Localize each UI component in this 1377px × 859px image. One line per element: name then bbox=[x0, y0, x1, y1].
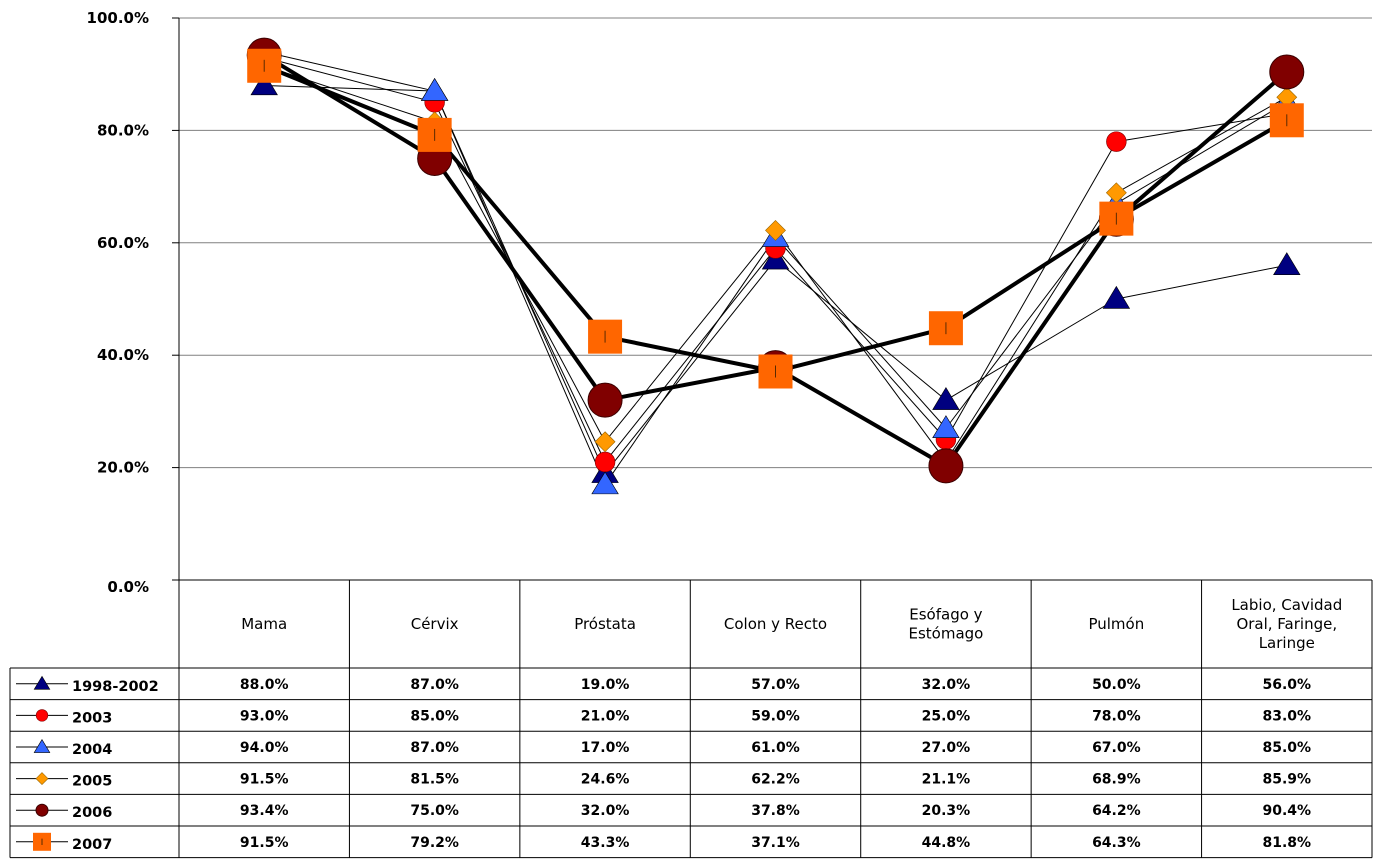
data-label: 25.0% bbox=[922, 708, 971, 724]
data-label: 85.9% bbox=[1262, 772, 1311, 788]
data-label: 85.0% bbox=[1262, 740, 1311, 756]
data-label: 17.0% bbox=[581, 740, 630, 756]
category-label: Laringe bbox=[1259, 634, 1315, 652]
data-point bbox=[765, 220, 786, 241]
data-point bbox=[594, 431, 616, 453]
data-label: 90.4% bbox=[1262, 803, 1311, 819]
series-line bbox=[264, 84, 1287, 474]
category-label: Esófago y bbox=[909, 606, 982, 624]
data-label: 94.0% bbox=[240, 740, 289, 756]
data-label: 27.0% bbox=[922, 740, 971, 756]
data-point bbox=[250, 72, 278, 96]
data-point bbox=[420, 77, 449, 101]
data-label: 50.0% bbox=[1092, 677, 1141, 693]
series-name: 1998-2002 bbox=[72, 679, 159, 695]
data-label: 61.0% bbox=[751, 740, 800, 756]
data-label: 68.9% bbox=[1092, 772, 1141, 788]
y-axis-ticks: 0.0% 20.0% 40.0% 60.0% 80.0% 100.0% bbox=[87, 9, 149, 596]
data-label: 93.4% bbox=[240, 803, 289, 819]
data-label: 64.2% bbox=[1092, 803, 1141, 819]
y-tick-label: 40.0% bbox=[97, 346, 149, 364]
series-name: 2006 bbox=[72, 805, 112, 821]
data-label: 85.0% bbox=[410, 708, 459, 724]
data-label: 20.3% bbox=[922, 803, 971, 819]
data-point bbox=[587, 382, 623, 418]
data-label: 62.2% bbox=[751, 772, 800, 788]
category-label: Cérvix bbox=[411, 615, 459, 633]
data-label: 37.1% bbox=[751, 835, 800, 851]
legend-key-marker bbox=[33, 675, 51, 690]
category-label: Mama bbox=[241, 615, 287, 633]
series-name: 2005 bbox=[72, 774, 112, 790]
legend-key-marker bbox=[35, 772, 49, 786]
data-label: 43.3% bbox=[581, 835, 630, 851]
data-label: 78.0% bbox=[1092, 708, 1141, 724]
data-label: 93.0% bbox=[240, 708, 289, 724]
data-label: 32.0% bbox=[922, 677, 971, 693]
legend-key-marker bbox=[35, 709, 49, 722]
data-label: 91.5% bbox=[240, 772, 289, 788]
y-tick-label: 60.0% bbox=[97, 234, 149, 252]
data-label: 79.2% bbox=[410, 835, 459, 851]
data-point bbox=[932, 415, 960, 438]
series-name: 2007 bbox=[72, 837, 112, 853]
data-point bbox=[591, 471, 619, 495]
data-label: 32.0% bbox=[581, 803, 630, 819]
series-markers bbox=[246, 37, 1305, 495]
data-label: 81.8% bbox=[1262, 835, 1311, 851]
data-label: 87.0% bbox=[410, 740, 459, 756]
data-label: 44.8% bbox=[922, 835, 971, 851]
data-label: 19.0% bbox=[581, 677, 630, 693]
y-tick-label: 100.0% bbox=[87, 9, 149, 27]
data-label: 59.0% bbox=[751, 708, 800, 724]
data-table: Mama Cérvix Próstata Colon y Recto Esófago y… bbox=[9, 579, 1373, 859]
data-label: 91.5% bbox=[240, 835, 289, 851]
data-label: 57.0% bbox=[751, 677, 800, 693]
data-point bbox=[932, 387, 960, 410]
category-label: Colon y Recto bbox=[724, 615, 827, 633]
data-label: 87.0% bbox=[410, 677, 459, 693]
data-label: 64.3% bbox=[1092, 835, 1141, 851]
data-point bbox=[928, 311, 963, 346]
legend-key-marker bbox=[33, 739, 51, 753]
data-label: 83.0% bbox=[1262, 708, 1311, 724]
data-point bbox=[1099, 201, 1134, 236]
category-label: Próstata bbox=[574, 615, 636, 633]
data-label: 81.5% bbox=[410, 772, 459, 788]
category-label: Labio, Cavidad bbox=[1231, 596, 1342, 614]
category-label: Pulmón bbox=[1088, 615, 1144, 633]
data-point bbox=[1102, 285, 1131, 309]
data-point bbox=[1273, 252, 1301, 275]
data-label: 21.1% bbox=[922, 772, 971, 788]
axes bbox=[172, 17, 180, 581]
data-point bbox=[758, 354, 793, 389]
data-label: 21.0% bbox=[581, 708, 630, 724]
y-tick-label: 80.0% bbox=[97, 121, 149, 139]
y-tick-label: 20.0% bbox=[97, 459, 149, 477]
category-label: Oral, Faringe, bbox=[1236, 615, 1337, 633]
legend-key-marker bbox=[35, 803, 49, 817]
series-name: 2003 bbox=[72, 710, 112, 726]
data-label: 75.0% bbox=[410, 803, 459, 819]
data-label: 56.0% bbox=[1262, 677, 1311, 693]
data-point bbox=[417, 117, 452, 152]
data-label: 24.6% bbox=[581, 772, 630, 788]
data-point bbox=[588, 319, 623, 354]
data-label: 88.0% bbox=[240, 677, 289, 693]
legend-key-marker bbox=[33, 832, 51, 851]
series-name: 2004 bbox=[72, 742, 112, 758]
data-point bbox=[928, 448, 964, 484]
data-point bbox=[594, 451, 616, 473]
data-label: 67.0% bbox=[1092, 740, 1141, 756]
data-point bbox=[247, 48, 282, 83]
data-point bbox=[1106, 131, 1127, 152]
data-label: 37.8% bbox=[751, 803, 800, 819]
y-tick-label: 0.0% bbox=[107, 578, 149, 596]
data-point bbox=[1269, 103, 1304, 138]
category-label: Estómago bbox=[908, 625, 983, 643]
data-point bbox=[1269, 54, 1305, 90]
